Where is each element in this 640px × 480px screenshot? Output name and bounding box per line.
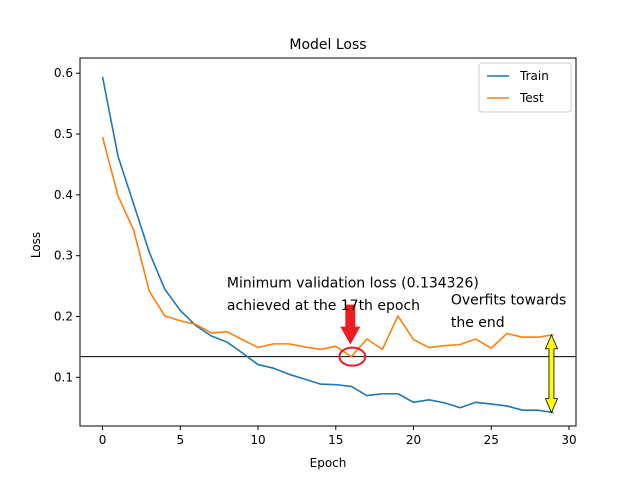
plot-frame bbox=[79, 57, 577, 427]
x-tick-label: 10 bbox=[250, 433, 265, 447]
minimum-circle-icon bbox=[338, 346, 367, 367]
x-tick-label: 0 bbox=[99, 433, 107, 447]
axes-layer: 0 5 10 15 20 25 30 0.1 0.2 0.3 0.4 0.5 0.6 bbox=[54, 57, 577, 447]
x-axis-label: Epoch bbox=[310, 456, 347, 470]
series-line-test bbox=[101, 136, 554, 358]
y-tick-label: 0.5 bbox=[54, 127, 73, 141]
plot-background bbox=[80, 58, 576, 426]
x-tick-label: 20 bbox=[406, 433, 421, 447]
marker-layer bbox=[338, 304, 559, 414]
y-axis-label: Loss bbox=[29, 232, 43, 258]
plot-area bbox=[80, 58, 576, 426]
chart-title: Model Loss bbox=[289, 37, 366, 53]
x-tick-label: 15 bbox=[328, 433, 343, 447]
legend-label: Train bbox=[519, 69, 549, 83]
y-tick-label: 0.6 bbox=[54, 66, 73, 80]
annotation-layer: Minimum validation loss (0.134326) achiev… bbox=[227, 275, 566, 331]
series-layer bbox=[101, 76, 554, 414]
annotation-text: Overfits towards bbox=[451, 292, 567, 308]
y-tick-label: 0.1 bbox=[54, 370, 73, 384]
yellow-double-arrow-icon bbox=[544, 333, 559, 414]
y-tick-label: 0.2 bbox=[54, 310, 73, 324]
annotation-text: Minimum validation loss (0.134326) bbox=[227, 275, 479, 291]
red-arrow-icon bbox=[340, 304, 361, 345]
x-tick-label: 5 bbox=[176, 433, 184, 447]
legend: Train Test bbox=[478, 62, 572, 113]
y-tick-label: 0.3 bbox=[54, 249, 73, 263]
annotation-text: achieved at the 17th epoch bbox=[227, 298, 420, 314]
annotation-text: the end bbox=[451, 315, 505, 331]
series-line-train bbox=[101, 76, 554, 414]
x-tick-label: 25 bbox=[484, 433, 499, 447]
legend-label: Test bbox=[519, 91, 544, 105]
y-tick-label: 0.4 bbox=[54, 188, 73, 202]
x-tick-label: 30 bbox=[561, 433, 576, 447]
